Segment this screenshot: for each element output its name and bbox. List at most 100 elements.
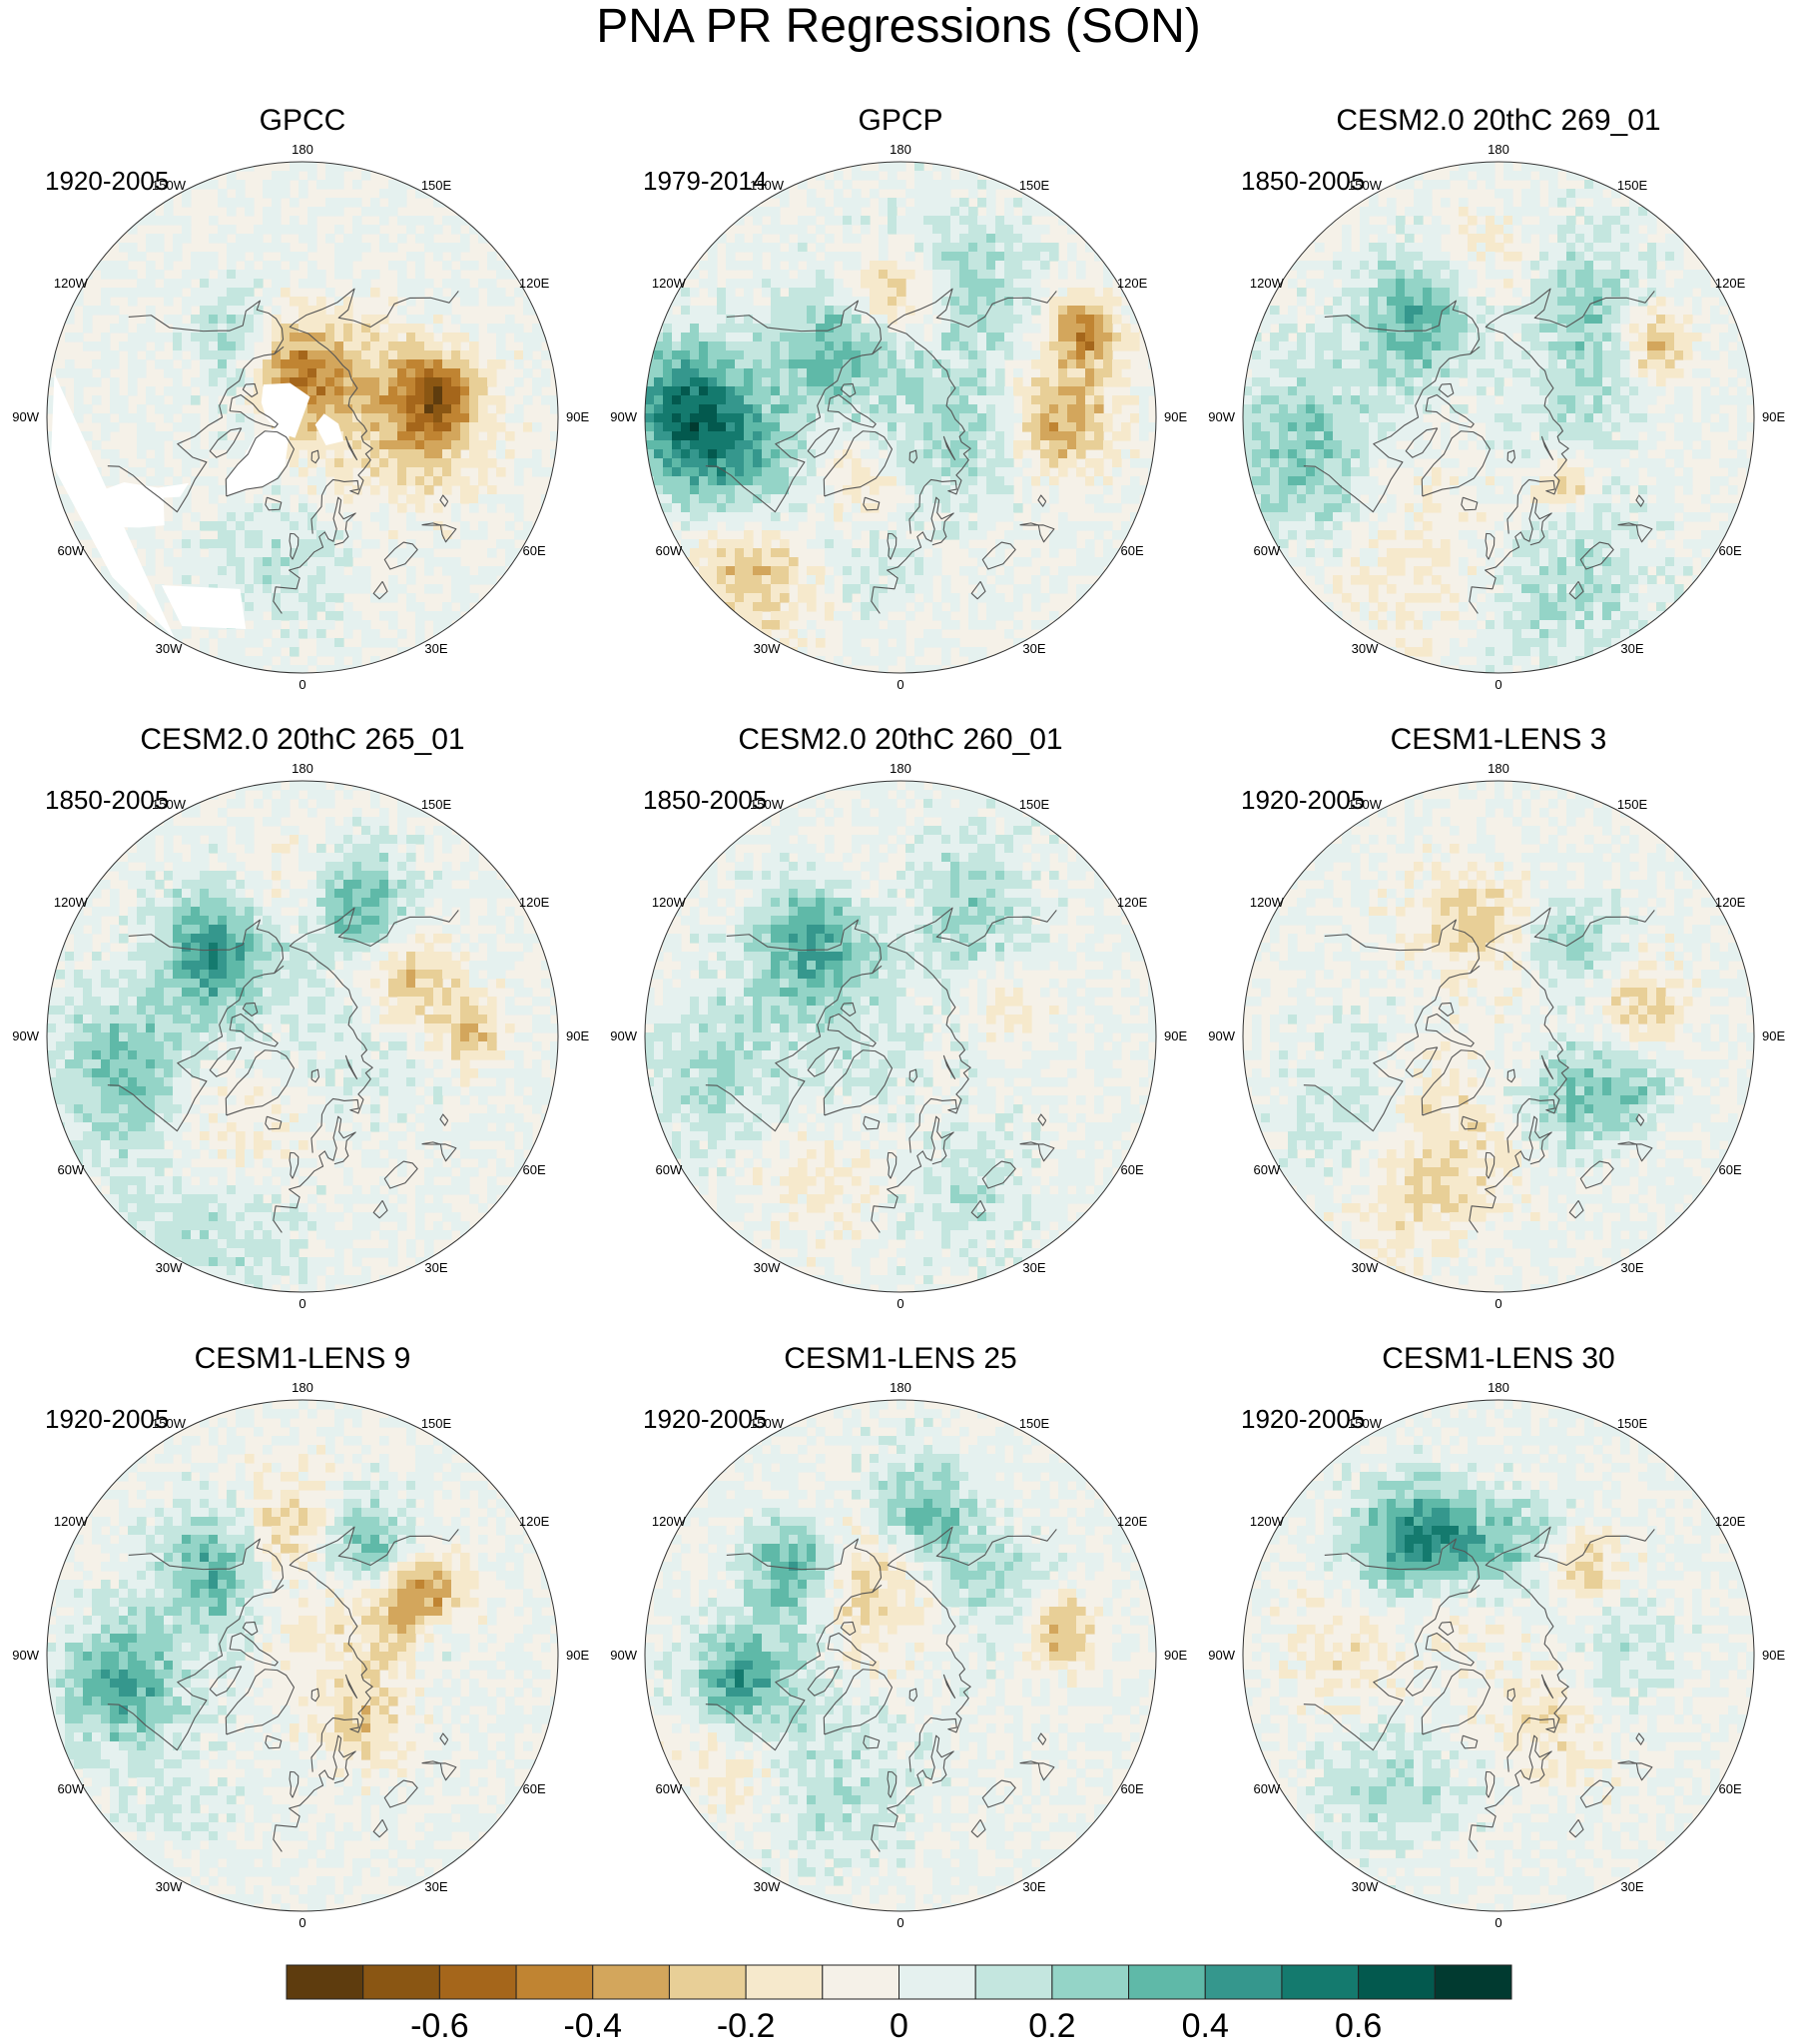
lon-label-60w: 60W [656,543,683,558]
panel-1: 180 150E 120E 90E 60E 30E 0 30W 60W 90W 120W 150W GP… [12,104,589,692]
lon-label-120e: 120E [519,1514,550,1529]
lon-label-120e: 120E [1117,895,1148,910]
colorbar-bin [668,1964,747,2000]
map-border [1242,1399,1755,1912]
colorbar-bin [1434,1964,1512,2000]
lon-label-30e: 30E [1022,641,1045,656]
lon-label-30w: 30W [1352,641,1379,656]
lon-label-0: 0 [299,1915,305,1930]
lon-label-90e: 90E [1762,409,1785,424]
regression-field [645,1400,1156,1911]
lon-label-120e: 120E [1715,895,1746,910]
lon-label-180: 180 [890,761,911,776]
lon-label-60e: 60E [1121,543,1144,558]
lon-label-60w: 60W [58,1781,85,1796]
lon-label-0: 0 [1495,1915,1501,1930]
lon-label-150w: 150W [152,1416,187,1431]
lon-label-150w: 150W [750,1416,785,1431]
panel-title: GPCP [858,104,942,137]
panel-period: 1979-2014 [643,166,767,196]
lon-label-60w: 60W [58,1162,85,1177]
colorbar-bin [362,1964,440,2000]
lon-label-180: 180 [890,1380,911,1395]
lon-label-120w: 120W [652,276,687,291]
lon-label-90w: 90W [610,1648,637,1663]
panel-7: 180 150E 120E 90E 60E 30E 0 30W 60W 90W 120W 150W CE… [12,1342,589,1930]
colorbar-bin [1358,1964,1436,2000]
lon-label-180: 180 [292,1380,313,1395]
lon-label-120w: 120W [652,1514,687,1529]
panel-2: 180 150E 120E 90E 60E 30E 0 30W 60W 90W 120W 150W GP… [610,104,1187,692]
lon-label-60w: 60W [656,1781,683,1796]
lon-label-150w: 150W [1348,178,1383,193]
lon-label-90w: 90W [12,409,39,424]
panel-5: 180 150E 120E 90E 60E 30E 0 30W 60W 90W 120W 150W CE… [610,723,1187,1311]
panel-9: 180 150E 120E 90E 60E 30E 0 30W 60W 90W 120W 150W CE… [1208,1342,1785,1930]
panel-period: 1920-2005 [643,1404,767,1434]
lon-label-0: 0 [1495,677,1501,692]
lon-label-30e: 30E [1022,1879,1045,1894]
colorbar-bin [438,1964,517,2000]
lon-label-150e: 150E [1617,178,1648,193]
lon-label-0: 0 [897,1915,903,1930]
lon-label-60e: 60E [1719,1781,1742,1796]
colorbar-tick-label: -0.2 [717,2007,776,2044]
panel-8: 180 150E 120E 90E 60E 30E 0 30W 60W 90W 120W 150W CE… [610,1342,1187,1930]
lon-label-0: 0 [897,677,903,692]
panel-title: CESM2.0 20thC 269_01 [1336,104,1660,137]
lon-label-60e: 60E [523,1162,546,1177]
lon-label-180: 180 [1488,142,1509,157]
lon-label-60e: 60E [1719,1162,1742,1177]
lon-label-30w: 30W [156,641,183,656]
map-border [644,780,1157,1293]
lon-label-150e: 150E [421,1416,452,1431]
colorbar-bin [286,1964,364,2000]
lon-label-30w: 30W [1352,1879,1379,1894]
colorbar-bin [745,1964,824,2000]
colorbar-bin [1128,1964,1206,2000]
lon-label-90w: 90W [610,1028,637,1043]
map-border [46,780,559,1293]
colorbar-bin [822,1964,899,2000]
colorbar-bin [515,1964,594,2000]
lon-label-120w: 120W [1250,895,1285,910]
lon-label-150w: 150W [750,797,785,812]
lon-label-30e: 30E [424,1260,447,1275]
panel-title: CESM2.0 20thC 265_01 [140,723,464,756]
lon-label-60w: 60W [58,543,85,558]
panel-period: 1850-2005 [643,785,767,815]
lon-label-30w: 30W [754,1260,781,1275]
coastlines [1303,288,1655,614]
coastlines [705,907,1057,1233]
panel-period: 1920-2005 [45,166,169,196]
colorbar-bin [1051,1964,1130,2000]
coastlines [705,1526,1057,1852]
map-border [1242,161,1755,674]
regression-field [1243,162,1754,673]
colorbar-tick-label: 0.2 [1028,2007,1075,2044]
panel-3: 180 150E 120E 90E 60E 30E 0 30W 60W 90W 120W 150W CE… [1208,104,1785,692]
panel-period: 1920-2005 [45,1404,169,1434]
colorbar: -0.6 -0.4 -0.2 0 0.2 0.4 0.6 [286,1964,1512,2044]
colorbar-tick-label: 0.6 [1335,2007,1382,2044]
lon-label-150w: 150W [750,178,785,193]
lon-label-60e: 60E [1719,543,1742,558]
lon-label-60e: 60E [523,543,546,558]
panel-period: 1920-2005 [1241,785,1365,815]
regression-field [645,162,1156,673]
lon-label-0: 0 [897,1296,903,1311]
panel-title: CESM1-LENS 25 [784,1342,1016,1375]
lon-label-90w: 90W [1208,1648,1235,1663]
lon-label-150w: 150W [1348,797,1383,812]
regression-field [47,1400,558,1911]
lon-label-30w: 30W [1352,1260,1379,1275]
coastlines [107,288,459,614]
regression-field [645,781,1156,1292]
panel-period: 1850-2005 [1241,166,1365,196]
lon-label-150e: 150E [1019,178,1050,193]
map-border [644,1399,1157,1912]
lon-label-120w: 120W [1250,1514,1285,1529]
lon-label-30w: 30W [754,1879,781,1894]
lon-label-150e: 150E [1019,1416,1050,1431]
regression-field [1243,1400,1754,1911]
